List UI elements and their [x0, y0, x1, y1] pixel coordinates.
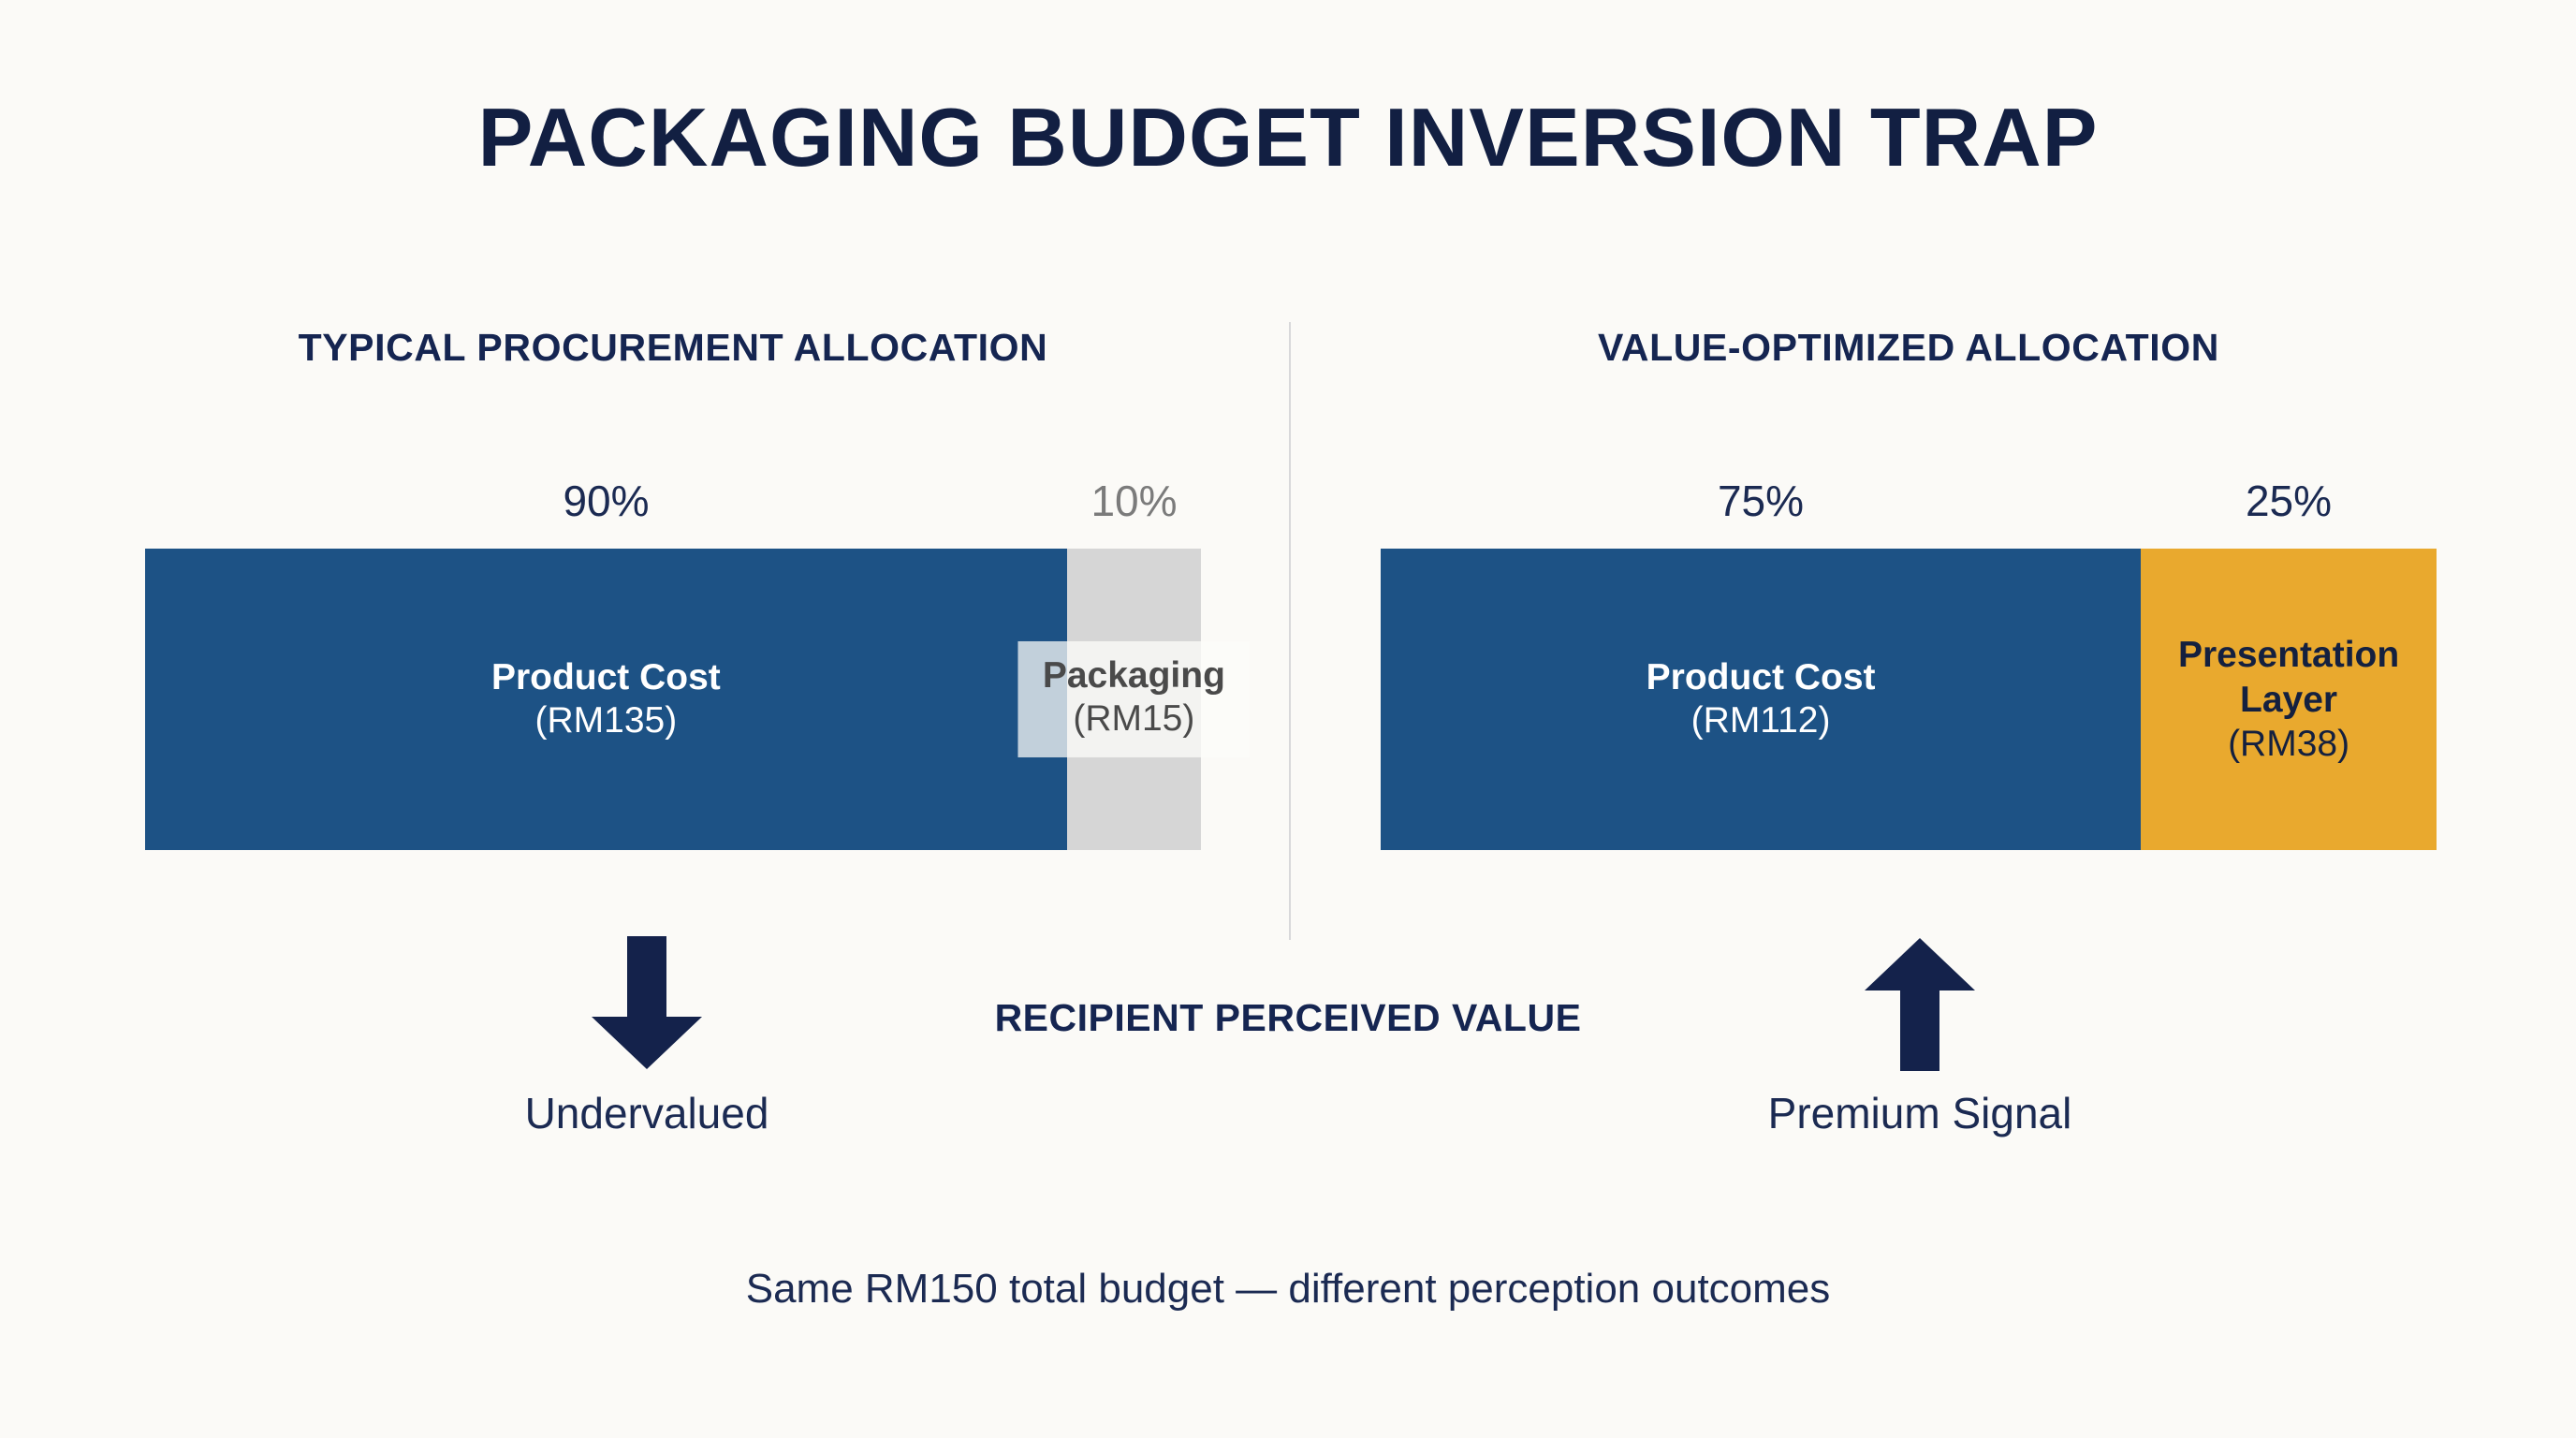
segment-label-line2: Layer [2240, 679, 2338, 720]
bar-segment-product-cost-right: Product Cost (RM112) [1381, 549, 2142, 850]
outcome-label-premium-signal: Premium Signal [1767, 1089, 2072, 1137]
bar-segment-presentation-layer-right: Presentation Layer (RM38) [2141, 549, 2437, 850]
segment-label: Product Cost [1646, 656, 1876, 697]
bar-segment-product-cost-left: Product Cost (RM135) [145, 549, 1067, 850]
percent-label-left-packaging: 10% [1090, 477, 1178, 525]
recipient-perceived-value-label: RECIPIENT PERCEIVED VALUE [994, 996, 1582, 1039]
segment-label-line1: Presentation [2177, 635, 2400, 676]
up-arrow-icon [1865, 938, 1975, 1071]
down-arrow-icon [592, 936, 702, 1069]
percent-label-right-product: 75% [1717, 477, 1805, 525]
segment-value: (RM15) [1073, 698, 1195, 739]
percent-label-left-product: 90% [563, 477, 650, 525]
presentation-callout: Presentation Layer (RM38) [2178, 633, 2399, 765]
segment-label: Product Cost [490, 656, 721, 697]
page-title: PACKAGING BUDGET INVERSION TRAP [477, 91, 2099, 183]
vertical-divider [1289, 322, 1291, 940]
segment-value: (RM135) [534, 700, 678, 741]
bar-segment-packaging-left: Packaging (RM15) [1017, 549, 1250, 850]
footnote-text: Same RM150 total budget — different perc… [745, 1266, 1831, 1312]
packaging-callout: Packaging (RM15) [1017, 640, 1250, 758]
panel-header-value-optimized: VALUE-OPTIMIZED ALLOCATION [1598, 326, 2219, 369]
percent-label-right-presentation: 25% [2245, 477, 2333, 525]
outcome-label-undervalued: Undervalued [524, 1089, 769, 1137]
stacked-bar-typical: Product Cost (RM135) Packaging (RM15) [145, 549, 1250, 850]
stacked-bar-value-optimized: Product Cost (RM112) Presentation Layer … [1381, 549, 2437, 850]
segment-value: (RM38) [2228, 723, 2350, 764]
segment-value: (RM112) [1690, 700, 1831, 741]
segment-label: Packaging [1042, 654, 1225, 696]
panel-header-typical: TYPICAL PROCUREMENT ALLOCATION [298, 326, 1048, 369]
